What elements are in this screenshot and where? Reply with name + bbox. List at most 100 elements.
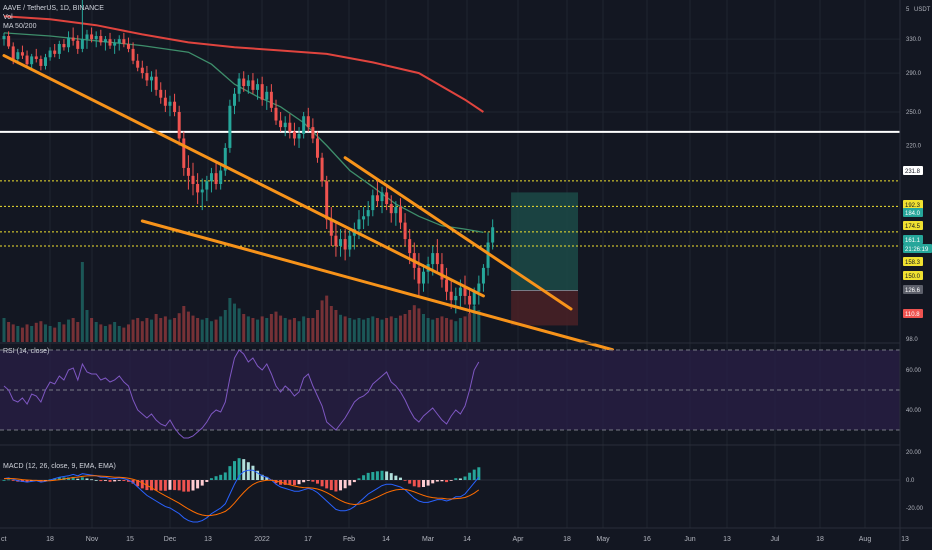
macd-histogram-bar [11,480,15,481]
candle-body [315,138,319,158]
price-label-badge[interactable] [903,271,923,280]
price-label-entry[interactable]: 126.6 [903,285,923,294]
price-label-level[interactable]: 158.3 [903,257,923,266]
price-label-badge[interactable] [903,244,932,253]
macd-histogram-bar [223,472,227,480]
candle-body [53,50,57,54]
candle-body [182,138,186,168]
volume-bar [16,326,20,342]
macd-histogram-bar [440,480,444,482]
trendline-drawings[interactable] [2,54,615,352]
volume-bar [251,318,255,342]
macd-histogram-bar [108,480,112,482]
breakout-trendline[interactable] [343,156,573,311]
macd-histogram-bar [435,480,439,482]
price-label-badge[interactable] [903,257,923,266]
time-tick-label: 16 [643,536,651,543]
price-label-level[interactable]: 192.3 [903,200,923,209]
candle-body [269,91,273,108]
volume-bar [20,327,24,342]
macd-title[interactable]: MACD (12, 26, close, 9, EMA, EMA) [3,463,116,470]
macd-histogram-bar [283,480,287,485]
volume-bar [458,318,462,342]
candle-body [57,43,61,54]
price-label-stop[interactable]: 110.8 [903,309,923,318]
volume-indicator-label[interactable]: Vol [3,14,13,21]
macd-histogram-bar [25,480,29,483]
price-label-badge[interactable] [903,309,923,318]
volume-bar [57,322,61,342]
price-tick-label: 98.0 [906,337,918,343]
time-tick-label: ct [1,536,7,543]
macd-histogram-bar [445,480,449,483]
long-position-tool[interactable] [511,192,578,326]
price-label-level[interactable]: 150.0 [903,271,923,280]
price-pane[interactable] [0,0,900,352]
candle-body [306,116,310,128]
price-label-resistance[interactable]: 231.8 [903,166,923,175]
candle-body [2,36,6,40]
macd-histogram-bar [209,478,213,480]
candle-body [168,101,172,106]
candle-body [385,192,389,205]
rsi-title[interactable]: RSI (14, close) [3,348,50,355]
macd-histogram-bar [200,480,204,486]
price-label-badge[interactable] [903,285,923,294]
symbol-title[interactable]: AAVE / TetherUS, 1D, BINANCE [3,5,104,12]
candle-body [67,37,71,48]
volume-bar [288,319,292,342]
price-label-badge[interactable] [903,221,923,230]
stop-loss-zone[interactable] [511,290,578,326]
volume-bar [223,310,227,342]
rsi-pane[interactable] [0,349,900,439]
take-profit-zone[interactable] [511,192,578,291]
candle-body [265,91,269,100]
macd-histogram-bar [7,479,11,481]
candle-body [417,267,421,284]
price-label-level[interactable]: 174.5 [903,221,923,230]
candle-body [435,253,439,265]
price-unit-prefix: 5 [906,7,910,13]
macd-histogram-bar [242,459,246,480]
volume-bar [385,318,389,342]
candle-body [242,78,246,87]
volume-bar [357,318,361,342]
wedge-lower-trendline[interactable] [140,219,615,352]
candle-body [122,39,126,44]
price-label-badge[interactable] [903,235,923,244]
rsi-tick-label: 60.00 [906,368,922,374]
horizontal-levels[interactable] [0,130,900,247]
candle-body [20,52,24,56]
candle-body [94,36,98,40]
macd-histogram-bar [159,480,163,491]
volume-bar [417,308,421,342]
macd-pane[interactable] [0,458,900,523]
candle-body [76,40,80,49]
candle-body [131,48,135,61]
volume-bar [339,314,343,342]
volume-bar [463,316,467,342]
volume-bar [375,318,379,342]
candle-body [177,112,181,139]
wedge-upper-trendline[interactable] [2,54,485,298]
macd-histogram-bar [163,480,167,491]
volume-bar [122,327,126,342]
candle-body [431,253,435,265]
price-label-badge[interactable] [903,200,923,209]
price-label-target[interactable]: 184.0 [903,208,923,217]
volume-bar [126,324,130,342]
moving-average-label[interactable]: MA 50/200 [3,23,37,30]
price-axis[interactable]: 440.0390.0330.0290.0250.0220.098.05USDT2… [903,0,932,512]
price-label-countdown[interactable]: 21:26:19 [903,244,932,253]
volume-bar [269,314,273,342]
time-tick-label: 13 [204,536,212,543]
macd-histogram-bar [477,467,481,480]
price-label-last[interactable]: 161.1 [903,235,923,244]
price-label-badge[interactable] [903,208,923,217]
price-label-badge[interactable] [903,166,923,175]
chart-legend: AAVE / TetherUS, 1D, BINANCE Vol MA 50/2… [3,4,104,31]
time-axis[interactable]: ct 18 Nov 15 Dec 13 2022 17 Feb 14 Mar 14 Apr 18 May 16… [1,536,909,543]
volume-bar [85,310,89,342]
candlesticks [2,0,495,314]
